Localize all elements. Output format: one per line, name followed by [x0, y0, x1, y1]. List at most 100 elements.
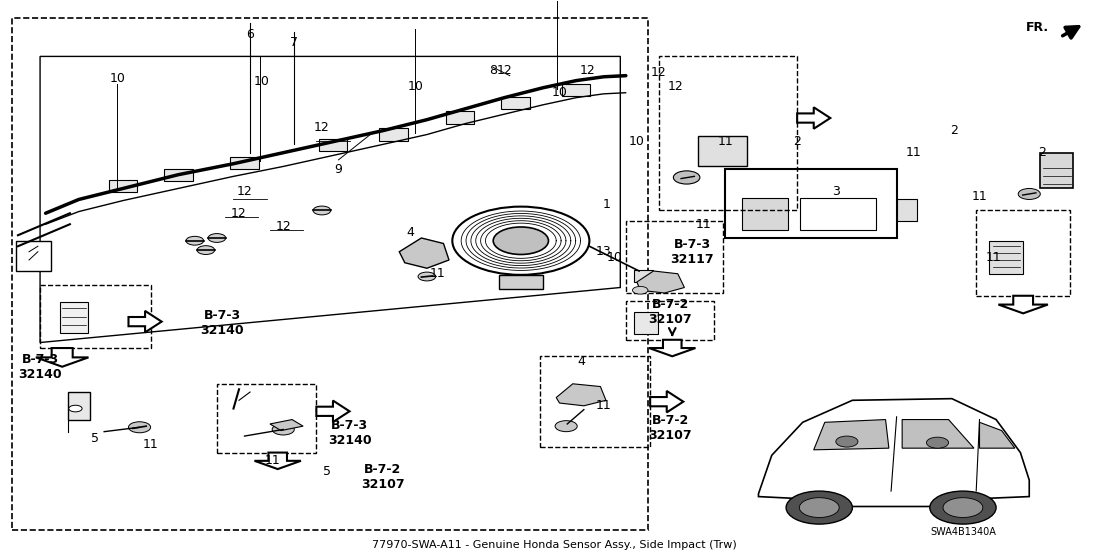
Text: 1: 1: [603, 199, 611, 211]
Circle shape: [555, 421, 577, 432]
Text: 2: 2: [951, 124, 958, 137]
Text: FR.: FR.: [1026, 22, 1049, 34]
Text: 11: 11: [972, 190, 987, 203]
Polygon shape: [650, 391, 684, 413]
Bar: [726, 169, 896, 238]
Circle shape: [418, 272, 435, 281]
Polygon shape: [813, 420, 889, 450]
Text: 10: 10: [629, 135, 645, 148]
Bar: [217, 384, 317, 452]
Text: 2: 2: [793, 135, 801, 148]
Circle shape: [943, 498, 983, 518]
Text: 8: 8: [490, 64, 497, 77]
Bar: [319, 139, 347, 151]
Text: 10: 10: [607, 251, 623, 264]
Bar: [540, 356, 650, 447]
Circle shape: [633, 286, 648, 294]
Text: 10: 10: [254, 75, 269, 88]
Text: B-7-2
32107: B-7-2 32107: [648, 298, 691, 326]
Bar: [12, 18, 648, 530]
Bar: [230, 157, 259, 169]
Text: 11: 11: [143, 438, 158, 451]
Text: 10: 10: [110, 72, 125, 85]
Bar: [109, 180, 137, 192]
Bar: [634, 270, 654, 282]
Polygon shape: [556, 384, 606, 406]
Text: 7: 7: [290, 36, 298, 49]
Polygon shape: [399, 238, 449, 268]
Text: 2: 2: [1038, 146, 1046, 159]
Circle shape: [273, 424, 295, 435]
Bar: [896, 200, 916, 222]
Text: 9: 9: [335, 163, 342, 176]
Circle shape: [835, 436, 858, 447]
Polygon shape: [902, 420, 974, 448]
Bar: [976, 211, 1070, 296]
Text: 5: 5: [324, 465, 331, 478]
Text: B-7-3
32140: B-7-3 32140: [18, 353, 62, 381]
Text: B-7-2
32107: B-7-2 32107: [361, 463, 404, 491]
Text: 13: 13: [596, 245, 612, 258]
Text: 11: 11: [596, 399, 612, 413]
Text: 11: 11: [905, 146, 921, 159]
Polygon shape: [270, 420, 304, 431]
Bar: [16, 241, 51, 271]
Circle shape: [799, 498, 839, 518]
Bar: [40, 285, 151, 348]
Text: 10: 10: [552, 86, 567, 98]
Polygon shape: [317, 400, 349, 422]
Text: 12: 12: [232, 207, 247, 220]
Bar: [60, 302, 88, 332]
Bar: [164, 169, 193, 181]
Text: 12: 12: [496, 64, 512, 77]
Text: SWA4B1340A: SWA4B1340A: [930, 528, 996, 538]
Text: 12: 12: [314, 122, 330, 134]
Text: 4: 4: [407, 226, 414, 239]
Polygon shape: [637, 271, 685, 293]
Bar: [68, 392, 90, 420]
Polygon shape: [35, 348, 89, 367]
Text: 11: 11: [696, 218, 711, 231]
Text: 12: 12: [579, 64, 595, 77]
Bar: [634, 312, 658, 334]
Circle shape: [129, 422, 151, 433]
Bar: [1040, 153, 1074, 189]
Polygon shape: [759, 399, 1029, 507]
Polygon shape: [649, 340, 696, 356]
Circle shape: [926, 437, 948, 448]
Text: 10: 10: [408, 80, 423, 93]
Bar: [742, 198, 788, 229]
Circle shape: [186, 236, 204, 245]
Polygon shape: [129, 311, 162, 332]
Bar: [698, 136, 748, 166]
Text: 11: 11: [718, 135, 733, 148]
Text: 11: 11: [265, 455, 280, 467]
Circle shape: [786, 491, 852, 524]
Text: 77970-SWA-A11 - Genuine Honda Sensor Assy., Side Impact (Trw): 77970-SWA-A11 - Genuine Honda Sensor Ass…: [371, 540, 737, 550]
Bar: [445, 112, 474, 123]
Bar: [562, 84, 591, 96]
Circle shape: [452, 207, 589, 275]
Polygon shape: [998, 296, 1048, 314]
Bar: [659, 56, 797, 211]
Text: 11: 11: [430, 267, 445, 280]
Bar: [989, 241, 1023, 274]
Bar: [626, 301, 715, 340]
Circle shape: [493, 227, 548, 254]
Text: B-7-3
32140: B-7-3 32140: [328, 419, 371, 447]
Text: 6: 6: [246, 28, 254, 41]
Text: 12: 12: [652, 66, 667, 80]
Text: 11: 11: [986, 251, 1002, 264]
Polygon shape: [797, 107, 830, 129]
Circle shape: [69, 405, 82, 412]
Text: B-7-3
32117: B-7-3 32117: [670, 238, 714, 266]
Circle shape: [930, 491, 996, 524]
Circle shape: [1018, 189, 1040, 200]
Polygon shape: [255, 452, 301, 469]
Bar: [501, 97, 530, 109]
Circle shape: [314, 206, 331, 215]
Text: 12: 12: [276, 221, 291, 233]
Text: 4: 4: [577, 355, 585, 368]
Circle shape: [197, 246, 215, 254]
Text: B-7-3
32140: B-7-3 32140: [201, 309, 244, 337]
